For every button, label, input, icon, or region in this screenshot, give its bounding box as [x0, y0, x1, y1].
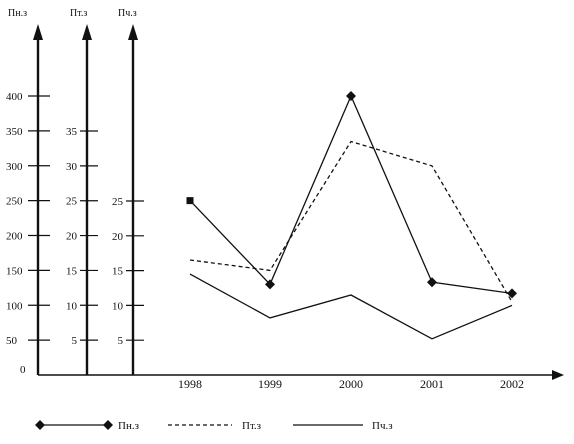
series-point-pn-1998: [186, 197, 194, 205]
legend-marker-pn-1: [103, 420, 113, 430]
y-tick-label-pt-15: 15: [66, 265, 78, 277]
x-tick-label-1999: 1999: [258, 377, 282, 391]
y-axis-arrow-pn: [33, 24, 43, 40]
y-tick-label-pn-150: 150: [6, 265, 23, 277]
series-point-pn-2001: [427, 277, 437, 288]
y-tick-label-pn-100: 100: [6, 300, 23, 312]
series-point-pn-1999: [265, 279, 275, 290]
y-tick-label-pn-350: 350: [6, 126, 23, 138]
series-line-pn: [189, 94, 513, 295]
y-axis-title-pch: Пч.з: [118, 8, 137, 19]
y-tick-label-pch-20: 20: [112, 231, 124, 243]
legend-marker-pn-0: [35, 420, 45, 430]
y-tick-label-pt-30: 30: [66, 161, 78, 173]
series-line-pch: [189, 273, 513, 340]
x-tick-label-2001: 2001: [420, 377, 444, 391]
x-tick-label-2002: 2002: [500, 377, 524, 391]
y-axis-title-pn: Пн.з: [8, 8, 27, 19]
legend-label-pn: Пн.з: [118, 420, 139, 432]
y-axis-title-pt: Пт.з: [70, 8, 87, 19]
legend-label-pch: Пч.з: [372, 420, 393, 432]
series-line-pt: [189, 140, 513, 303]
x-tick-label-1998: 1998: [178, 377, 202, 391]
y-tick-label-pn-250: 250: [6, 196, 23, 208]
y-tick-label-pn-400: 400: [6, 91, 23, 103]
y-tick-label-pn-50: 50: [6, 335, 18, 347]
y-tick-label-pn-0: 0: [20, 364, 26, 376]
y-axis-arrow-pch: [128, 24, 138, 40]
y-tick-label-pch-10: 10: [112, 300, 124, 312]
y-tick-label-pch-25: 25: [112, 196, 124, 208]
y-tick-label-pch-5: 5: [118, 335, 124, 347]
y-tick-label-pt-35: 35: [66, 126, 78, 138]
series-point-pn-2002: [507, 288, 517, 299]
y-tick-label-pch-15: 15: [112, 266, 124, 278]
y-tick-label-pt-25: 25: [66, 196, 78, 208]
y-tick-label-pn-300: 300: [6, 161, 23, 173]
legend-label-pt: Пт.з: [242, 420, 261, 432]
y-tick-label-pt-10: 10: [66, 300, 78, 312]
y-tick-label-pt-20: 20: [66, 231, 78, 243]
y-tick-label-pn-200: 200: [6, 231, 23, 243]
y-axis-arrow-pt: [82, 24, 92, 40]
series-point-pn-2000: [346, 91, 356, 101]
x-tick-label-2000: 2000: [339, 377, 363, 391]
y-tick-label-pt-5: 5: [72, 335, 78, 347]
x-axis-arrow: [552, 370, 564, 380]
